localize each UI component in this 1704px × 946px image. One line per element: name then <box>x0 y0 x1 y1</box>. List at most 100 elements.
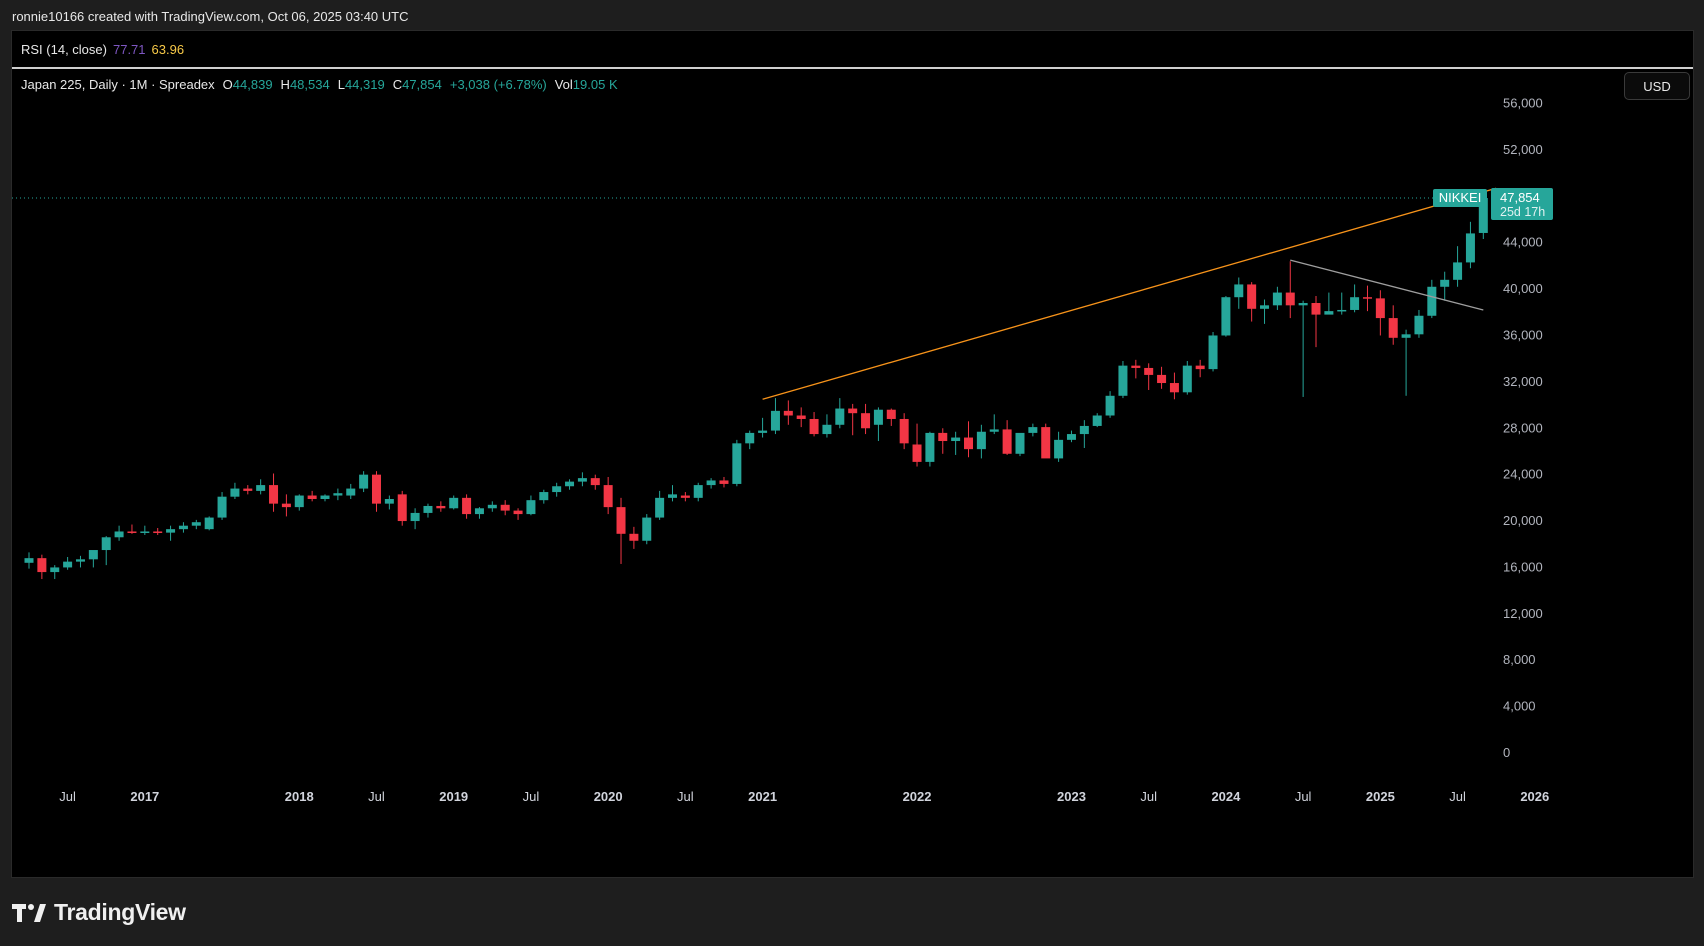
candle-body <box>1272 292 1282 306</box>
candle-body <box>140 531 150 533</box>
candle-body <box>989 429 999 432</box>
rsi-name: RSI (14, close) <box>21 41 107 57</box>
candle-body <box>1182 365 1192 393</box>
candle-body <box>500 504 510 511</box>
x-tick-label: 2025 <box>1366 789 1395 804</box>
y-tick-label: 28,000 <box>1503 420 1543 435</box>
candle-body <box>1350 297 1360 310</box>
tradingview-logo-icon <box>12 903 46 922</box>
trendline <box>762 187 1497 400</box>
candle-body <box>745 432 755 444</box>
candle-body <box>1144 367 1154 375</box>
candle-body <box>577 478 587 482</box>
x-tick-label: 2018 <box>285 789 314 804</box>
x-tick-label: Jul <box>1140 789 1157 804</box>
chart-frame[interactable]: RSI (14, close) 77.71 63.96 0 4,000 8,000 1… <box>11 30 1694 878</box>
close-value: 47,854 <box>402 77 442 92</box>
candle-body <box>462 497 472 515</box>
candle-body <box>783 410 793 416</box>
candle-body <box>758 430 768 433</box>
x-tick-label: 2026 <box>1520 789 1549 804</box>
trendline <box>1290 259 1484 311</box>
y-tick-label: 20,000 <box>1503 513 1543 528</box>
candle-body <box>1453 262 1463 280</box>
candle-body <box>204 517 214 530</box>
candle-body <box>899 418 909 444</box>
candle-body <box>191 522 201 526</box>
candle-body <box>1169 383 1179 393</box>
candle-body <box>1234 284 1244 298</box>
candle-body <box>1054 439 1064 459</box>
candle-body <box>397 494 407 522</box>
y-tick-label: 16,000 <box>1503 559 1543 574</box>
candle-body <box>1208 335 1218 370</box>
candle-body <box>50 567 60 573</box>
candle-body <box>732 443 742 484</box>
candle-body <box>1337 309 1347 312</box>
candle-body <box>1414 315 1424 335</box>
candle-body <box>565 481 575 487</box>
candle-body <box>642 517 652 541</box>
candle-body <box>873 409 883 425</box>
candle-body <box>1465 233 1475 263</box>
pane-divider[interactable] <box>12 67 1693 69</box>
change-value: +3,038 (+6.78%) <box>449 77 547 92</box>
candle-body <box>706 480 716 486</box>
candle-body <box>127 531 137 533</box>
candle-body <box>629 533 639 541</box>
x-tick-label: 2023 <box>1057 789 1086 804</box>
y-tick-label: 24,000 <box>1503 467 1543 482</box>
candle-body <box>719 480 729 484</box>
watermark-brand: TradingView <box>54 899 186 925</box>
candle-body <box>281 503 291 508</box>
candle-body <box>1427 286 1437 316</box>
candle-body <box>616 507 626 534</box>
x-tick-label: 2019 <box>439 789 468 804</box>
candle-body <box>1092 415 1102 426</box>
candle-body <box>63 561 73 568</box>
y-tick-label: 8,000 <box>1503 652 1536 667</box>
candle-body <box>1324 311 1334 315</box>
candle-body <box>269 485 279 504</box>
x-tick-label: Jul <box>523 789 540 804</box>
candle-body <box>1247 284 1257 309</box>
candle-body <box>1260 305 1270 309</box>
rsi-ma-value: 63.96 <box>151 41 185 57</box>
candle-body <box>1105 395 1115 416</box>
candle-body <box>359 474 369 489</box>
close-label: C <box>392 77 403 92</box>
x-tick-label: 2020 <box>594 789 623 804</box>
currency-button[interactable]: USD <box>1624 72 1690 100</box>
price-chart[interactable]: 0 4,000 8,000 12,000 16,000 20,000 24,000 28,00… <box>12 31 1695 879</box>
candle-body <box>1375 298 1385 319</box>
candle-body <box>848 408 858 414</box>
candle-body <box>1285 292 1295 306</box>
candle-body <box>24 558 34 563</box>
y-tick-label: 44,000 <box>1503 235 1543 250</box>
candle-body <box>886 409 896 419</box>
tradingview-watermark[interactable]: TradingView <box>12 899 186 926</box>
y-tick-label: 4,000 <box>1503 699 1536 714</box>
candle-body <box>384 499 394 504</box>
candle-body <box>1195 365 1205 370</box>
candle-body <box>1118 365 1128 396</box>
candle-body <box>796 415 806 419</box>
candle-body <box>668 494 677 498</box>
candle-body <box>1362 297 1372 299</box>
candle-body <box>861 413 871 429</box>
candle-body <box>539 492 549 501</box>
candle-body <box>243 488 253 491</box>
x-tick-label: 2021 <box>748 789 777 804</box>
candle-body <box>88 550 98 560</box>
candle-body <box>436 505 446 509</box>
x-tick-label: Jul <box>677 789 694 804</box>
price-tag <box>1491 188 1553 220</box>
candle-body <box>552 486 562 493</box>
candle-body <box>37 558 47 573</box>
y-tick-label: 36,000 <box>1503 327 1543 342</box>
candle-body <box>153 531 163 533</box>
candle-body <box>346 488 356 496</box>
symbol-title[interactable]: Japan 225, Daily · 1M · Spreadex <box>21 77 215 92</box>
candle-body <box>1221 297 1231 336</box>
candle-body <box>410 512 420 522</box>
